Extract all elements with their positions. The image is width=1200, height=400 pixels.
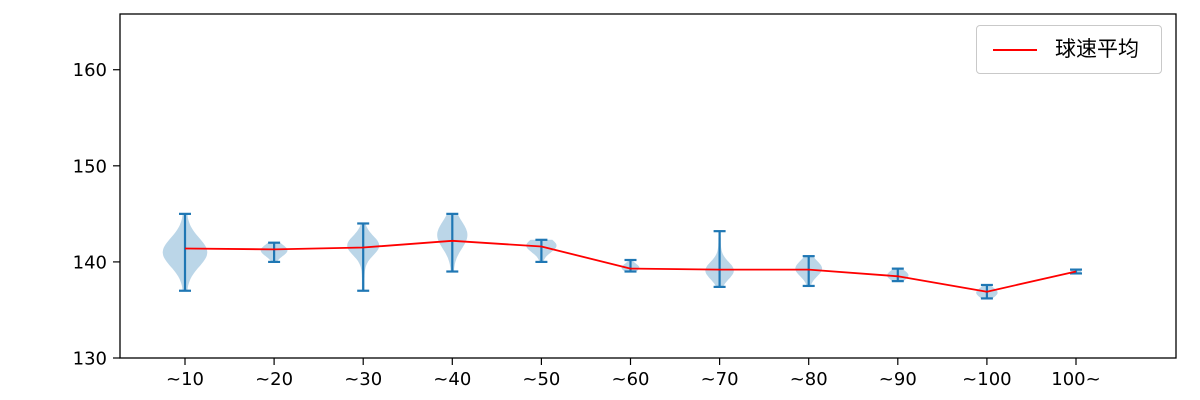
x-tick-label: ~30	[344, 369, 382, 390]
x-tick-label: ~100	[962, 369, 1011, 390]
x-tick-label: 100~	[1051, 369, 1100, 390]
x-tick-label: ~40	[433, 369, 471, 390]
y-tick-label: 140	[73, 252, 107, 273]
legend: 球速平均	[976, 25, 1162, 74]
x-tick-label: ~50	[522, 369, 560, 390]
plot-border	[119, 13, 1177, 359]
x-tick-label: ~60	[612, 369, 650, 390]
x-tick-label: ~10	[166, 369, 204, 390]
legend-line-sample	[993, 48, 1037, 51]
y-tick-label: 150	[73, 156, 107, 177]
legend-label: 球速平均	[1055, 37, 1139, 61]
mean-line	[184, 239, 1077, 293]
y-tick-label: 160	[73, 60, 107, 81]
x-tick-label: ~20	[255, 369, 293, 390]
x-tick-label: ~70	[701, 369, 739, 390]
y-tick-label: 130	[73, 349, 107, 370]
x-tick-label: ~80	[790, 369, 828, 390]
x-tick-label: ~90	[879, 369, 917, 390]
